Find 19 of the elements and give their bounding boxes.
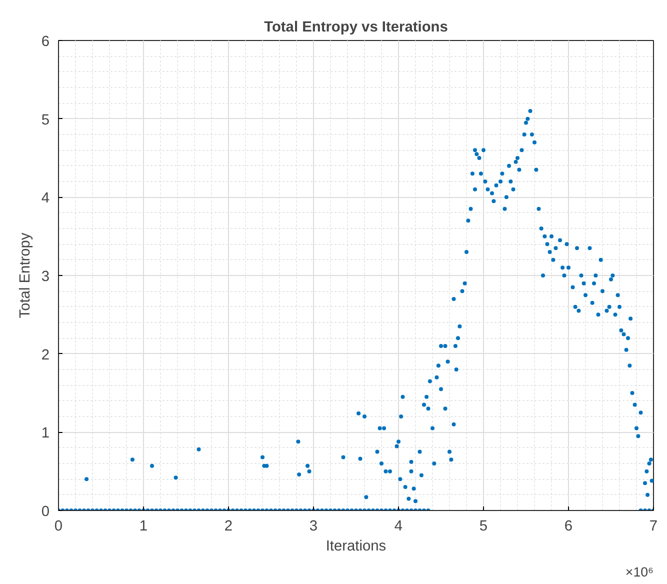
x-axis-title: Iterations <box>326 538 386 554</box>
x-tick-label: 2 <box>224 518 233 534</box>
y-tick-label: 0 <box>41 504 50 520</box>
y-tick-label: 5 <box>41 112 50 128</box>
x-tick-label: 3 <box>309 518 318 534</box>
chart-title: Total Entropy vs Iterations <box>264 20 448 36</box>
x-tick-label: 6 <box>564 518 573 534</box>
x-tick-label: 5 <box>479 518 488 534</box>
y-tick-label: 6 <box>41 34 50 50</box>
y-tick-label: 1 <box>41 426 50 442</box>
x-tick-label: 7 <box>649 518 658 534</box>
y-tick-label: 3 <box>41 269 50 285</box>
x-tick-label: 0 <box>54 518 63 534</box>
text: ×10⁶ <box>625 564 654 580</box>
y-axis-title: Total Entropy <box>17 232 34 318</box>
y-tick-label: 4 <box>41 190 50 207</box>
x-tick-label: 1 <box>139 518 148 534</box>
x-tick-label: 4 <box>394 518 403 534</box>
y-tick-label: 2 <box>41 347 50 364</box>
